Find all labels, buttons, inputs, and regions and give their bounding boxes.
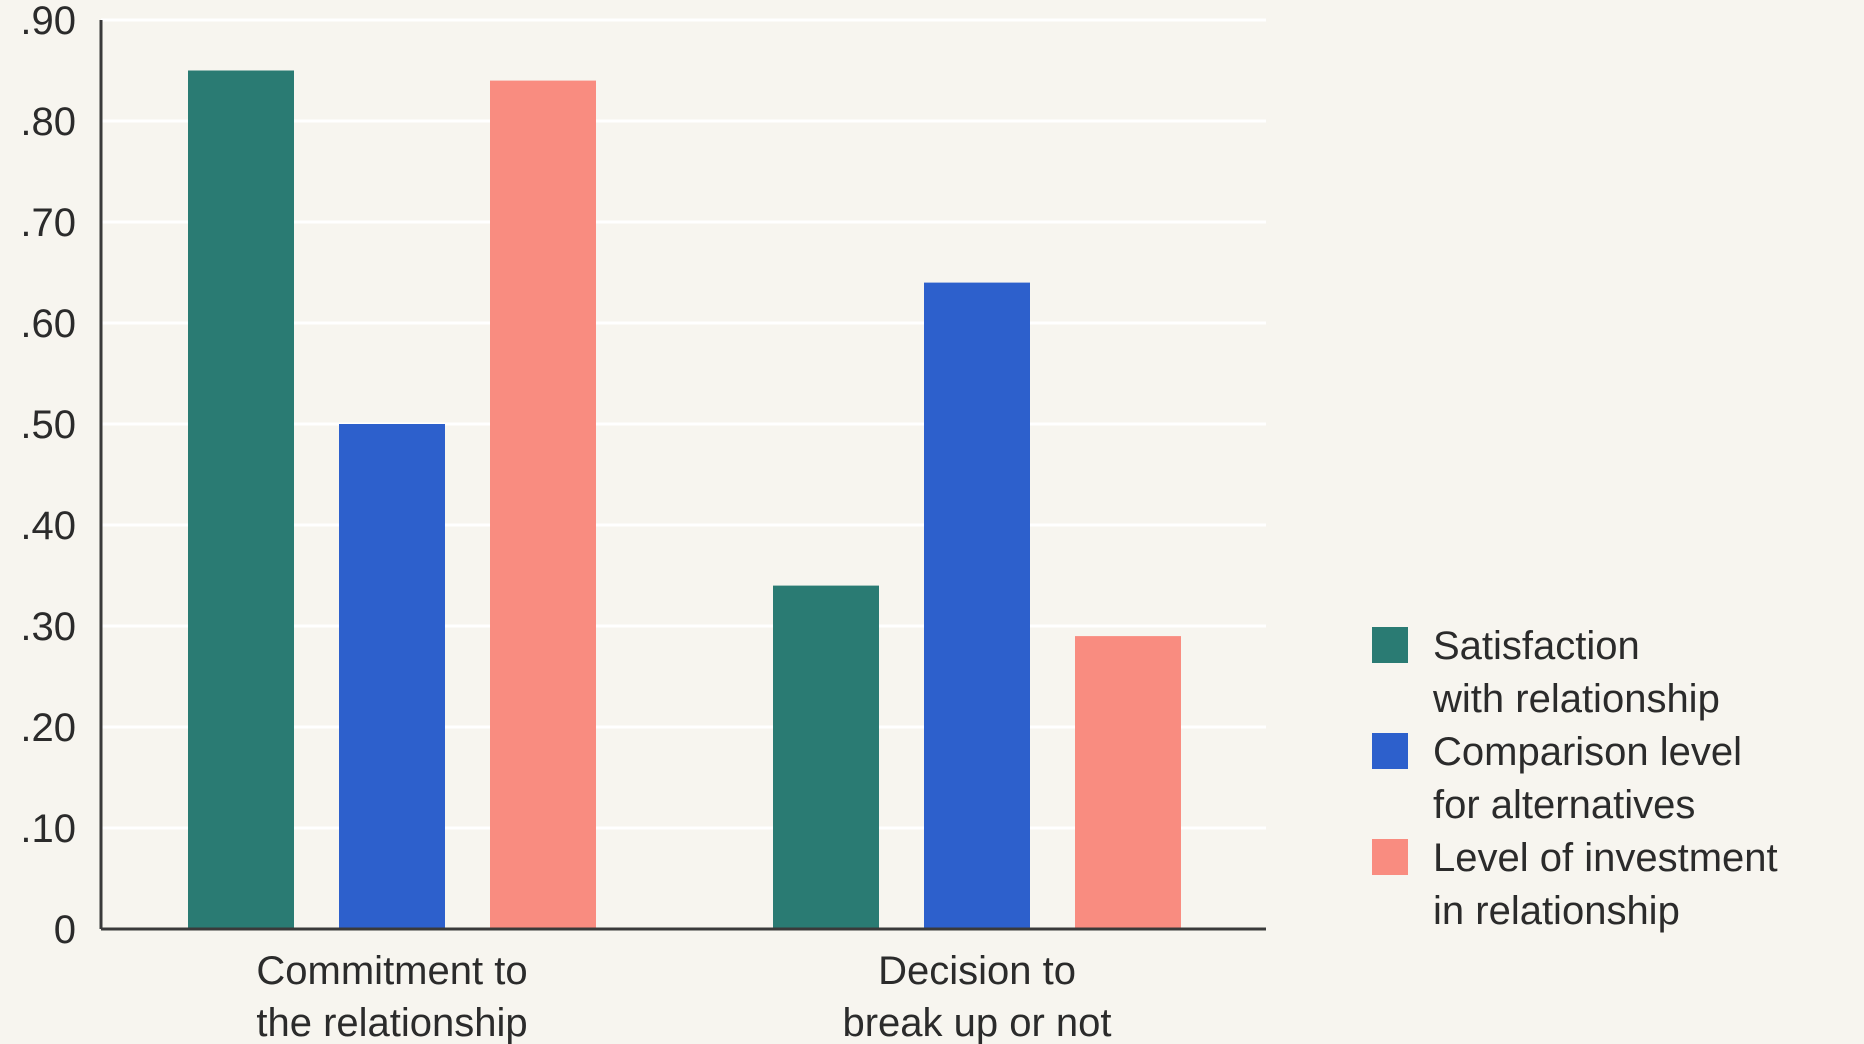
legend-label: in relationship (1433, 889, 1680, 933)
axes (99, 20, 1266, 931)
category-label: the relationship (256, 1001, 527, 1044)
bar (490, 80, 596, 930)
legend: Satisfaction with relationship Comparison … (1372, 624, 1778, 933)
bar (339, 424, 445, 929)
y-tick-label: .50 (20, 403, 76, 447)
y-tick-label: .60 (20, 302, 76, 346)
bars (188, 70, 1181, 930)
y-tick-label: .70 (20, 201, 76, 245)
legend-label: Satisfaction (1433, 624, 1640, 668)
legend-swatch (1372, 733, 1408, 769)
y-tick-labels: 0 .10 .20 .30 .40 .50 .60 .70 .80 .90 (20, 0, 76, 952)
y-tick-label: .30 (20, 605, 76, 649)
y-tick-label: .90 (20, 0, 76, 43)
legend-label: Comparison level (1433, 730, 1742, 774)
bar (924, 282, 1030, 930)
legend-swatch (1372, 627, 1408, 663)
y-tick-label: .20 (20, 706, 76, 750)
legend-swatch (1372, 839, 1408, 875)
category-label: Decision to (878, 949, 1076, 993)
bar (773, 585, 879, 929)
bar (1075, 636, 1181, 929)
legend-label: for alternatives (1433, 783, 1695, 827)
category-label: Commitment to (256, 949, 527, 993)
y-tick-label: .10 (20, 807, 76, 851)
legend-label: with relationship (1432, 677, 1720, 721)
y-tick-label: .80 (20, 100, 76, 144)
legend-label: Level of investment (1433, 836, 1778, 880)
category-labels: Commitment to the relationship Decision to… (256, 949, 1111, 1044)
y-tick-label: .40 (20, 504, 76, 548)
y-tick-label: 0 (54, 908, 76, 952)
bar (188, 70, 294, 929)
category-label: break up or not (842, 1001, 1111, 1044)
gridlines (101, 18, 1266, 830)
